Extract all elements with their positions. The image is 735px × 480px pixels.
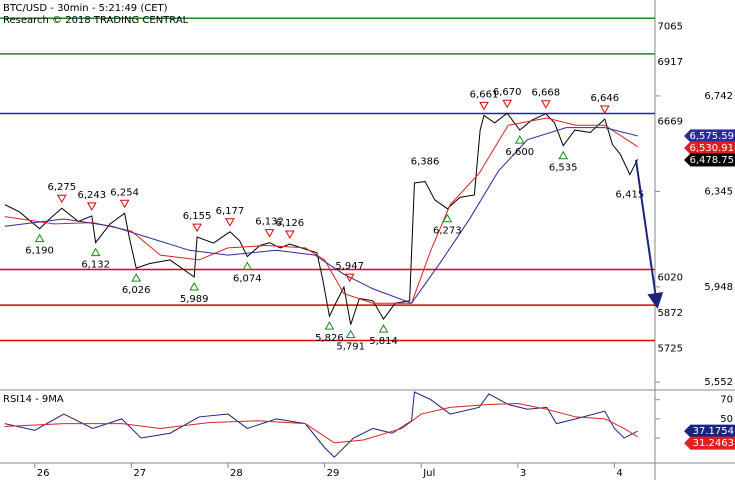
- x-tick-label: 27: [133, 468, 146, 479]
- pivot-label: 5,947: [335, 261, 364, 272]
- pivot-label: 6,177: [216, 206, 245, 217]
- pivot-label: 6,661: [470, 89, 499, 100]
- last-value-box: [690, 424, 735, 438]
- x-tick-label: 28: [230, 468, 243, 479]
- x-tick-label: 26: [37, 468, 50, 479]
- pivot-low-marker: [345, 329, 356, 339]
- pivot-label: 6,155: [183, 211, 212, 222]
- y-tick-label: 70: [720, 395, 733, 406]
- series-line: [4, 403, 638, 444]
- pivot-label: 6,026: [122, 285, 151, 296]
- plot-layer: 5,552 5,948 6,345 6,742 7065 6917 6669 6020 5872…: [0, 17, 733, 479]
- y-tick-label: 6,345: [704, 186, 733, 197]
- last-value-box: [690, 436, 735, 450]
- pivot-label: 6,386: [411, 157, 440, 168]
- pivot-low-marker: [242, 261, 253, 271]
- x-tick-label: Jul: [422, 468, 435, 479]
- level-label: 5725: [658, 343, 683, 354]
- last-value-label: 6,575.59: [689, 131, 734, 142]
- level-label: 5872: [658, 308, 683, 319]
- pivot-label: 6,126: [276, 218, 305, 229]
- pivot-high-marker: [540, 100, 551, 109]
- pivot-label: 6,275: [48, 182, 77, 193]
- pivot-low-marker: [324, 321, 335, 330]
- last-value-box: [690, 153, 735, 167]
- pivot-high-marker: [56, 194, 67, 204]
- y-tick-label: 50: [720, 414, 733, 425]
- pivot-label: 5,791: [336, 342, 365, 353]
- pivot-high-marker: [119, 199, 130, 209]
- level-label: 6917: [658, 57, 683, 68]
- pivot-high-marker: [344, 273, 355, 283]
- pivot-label: 6,668: [532, 88, 561, 99]
- last-value-label: 6,478.75: [689, 155, 734, 166]
- pivot-label: 6,670: [493, 87, 522, 98]
- pivot-high-marker: [192, 223, 202, 233]
- last-value-pointer: [684, 129, 690, 142]
- pivot-low-marker: [514, 135, 525, 144]
- y-tick-label: 6,742: [704, 91, 733, 102]
- series-line: [4, 117, 638, 304]
- series-line: [4, 112, 639, 325]
- pivot-low-marker: [90, 247, 101, 257]
- pivot-low-marker: [442, 213, 453, 223]
- pivot-high-marker: [284, 230, 295, 240]
- pivot-high-marker: [86, 202, 97, 211]
- pivot-label: 6,273: [433, 226, 462, 237]
- x-tick-label: 4: [616, 468, 622, 479]
- pivot-low-marker: [189, 281, 200, 291]
- pivot-label: 6,535: [549, 163, 578, 174]
- pivot-label: 6,074: [233, 274, 262, 285]
- pivot-high-marker: [264, 229, 275, 238]
- pivot-label: 5,814: [369, 336, 398, 347]
- level-label: 6669: [658, 116, 683, 127]
- series-line: [4, 127, 638, 304]
- panel-title: RSI14 - 9MA: [3, 394, 64, 405]
- pivot-low-marker: [558, 150, 569, 160]
- last-value-box: [690, 141, 735, 155]
- pivot-high-marker: [502, 99, 513, 109]
- pivot-label: 6,254: [110, 187, 139, 198]
- last-value-pointer: [684, 437, 690, 450]
- pivot-high-marker: [225, 218, 235, 227]
- series-line: [4, 391, 638, 458]
- chart-title: BTC/USD - 30min - 5:21:49 (CET): [3, 3, 168, 14]
- pivot-label: 6,415: [616, 190, 645, 201]
- last-value-pointer: [684, 425, 690, 438]
- chart-subtitle: Research © 2018 TRADING CENTRAL: [3, 15, 189, 26]
- pivot-low-marker: [34, 233, 45, 243]
- pivot-label: 6,132: [81, 260, 110, 271]
- pivot-high-marker: [479, 101, 489, 111]
- pivot-low-marker: [378, 324, 389, 333]
- level-label: 6020: [658, 273, 683, 284]
- pivot-label: 6,646: [590, 93, 619, 104]
- pivot-label: 6,190: [25, 246, 54, 257]
- last-value-label: 6,530.91: [689, 143, 734, 154]
- last-value-pointer: [684, 153, 690, 166]
- forecast-arrow: [635, 159, 664, 309]
- pivot-label: 6,600: [505, 147, 534, 158]
- x-tick-label: 3: [520, 468, 526, 479]
- pivot-label: 6,132: [255, 217, 284, 228]
- pivot-low-marker: [131, 273, 142, 282]
- y-tick-label: 5,552: [704, 377, 733, 388]
- last-value-label: 31.2463: [693, 438, 734, 449]
- x-tick-label: 29: [327, 468, 340, 479]
- y-tick-label: 5,948: [704, 282, 733, 293]
- last-value-pointer: [684, 141, 690, 154]
- last-value-label: 37.1754: [693, 426, 734, 437]
- level-label: 7065: [658, 21, 683, 32]
- pivot-label: 6,243: [77, 190, 106, 201]
- pivot-label: 5,826: [315, 333, 344, 344]
- pivot-label: 5,989: [180, 294, 209, 305]
- pivot-high-marker: [599, 105, 610, 115]
- last-value-box: [690, 129, 735, 143]
